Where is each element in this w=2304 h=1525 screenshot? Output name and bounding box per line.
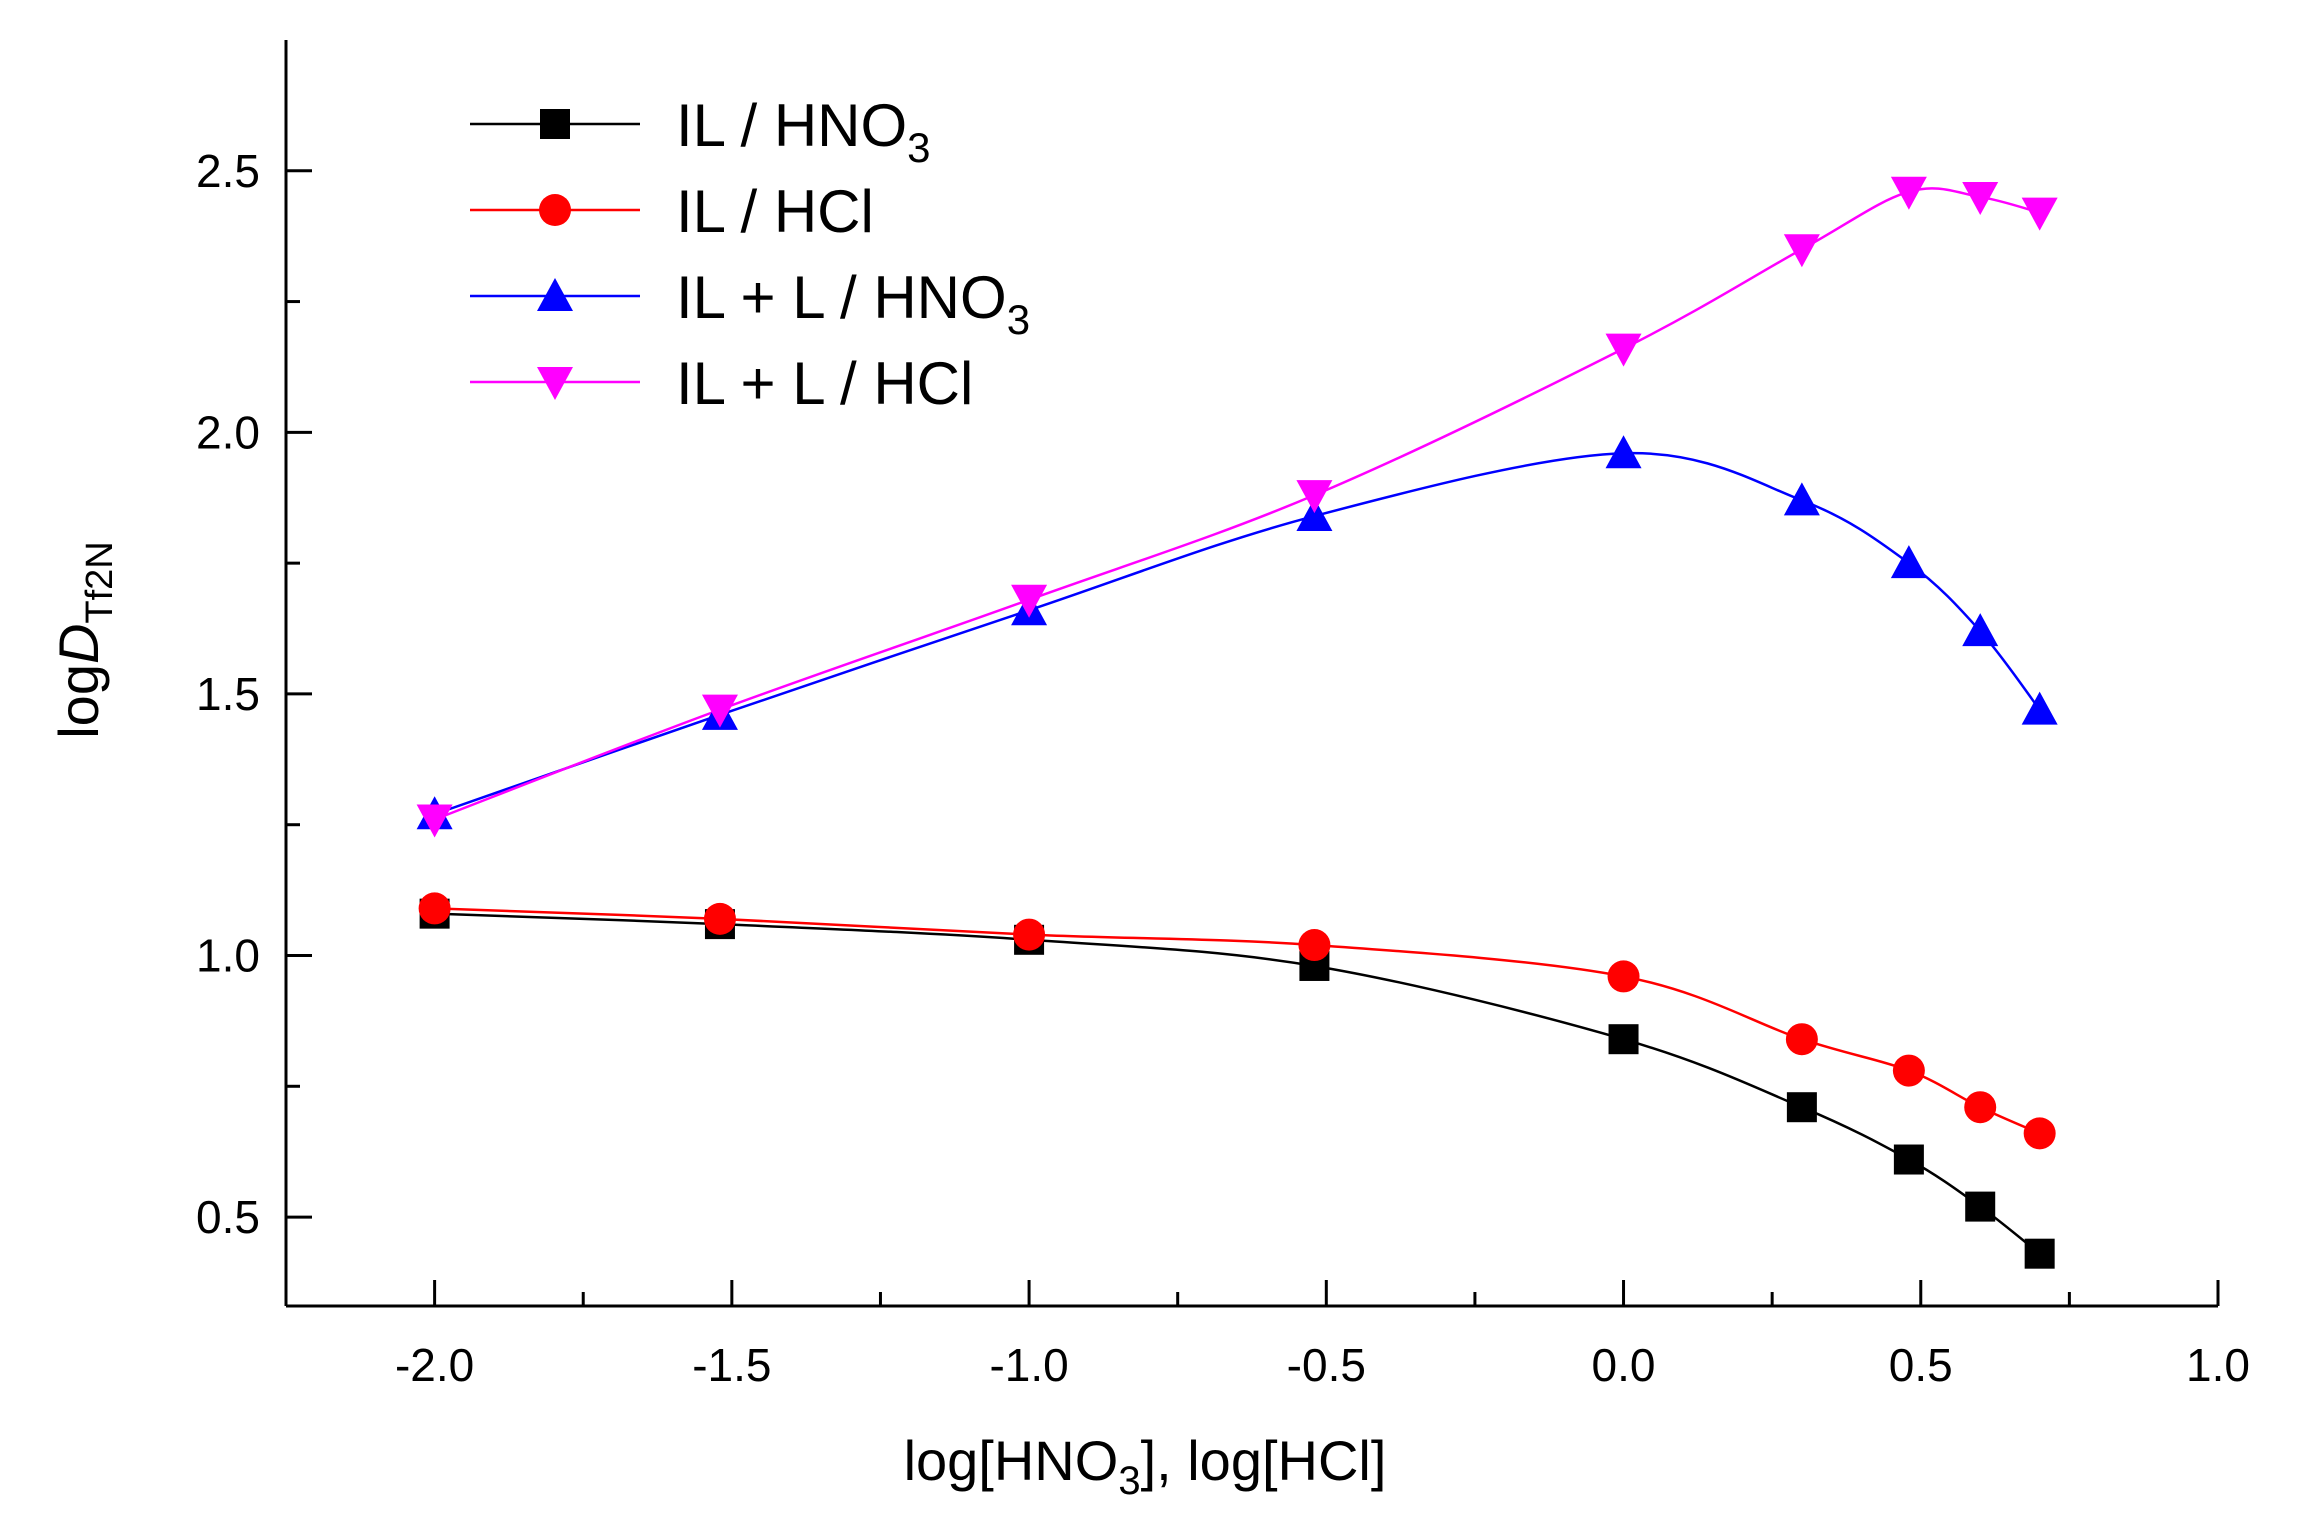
series-4-point [416,804,453,838]
legend-marker-4 [537,367,573,400]
legend-label-1: IL / HNO3 [676,92,931,171]
axes: -2.0 -1.5 -1.0 -0.5 0.0 0.5 1.0 0.5 1.0 1.5 2.0 2.5 [196,40,2250,1391]
series-2-point [1013,918,1046,951]
x-tick-label: -1.5 [692,1339,771,1391]
x-tick-label: -0.5 [1287,1339,1366,1391]
series-2-point [1607,960,1640,993]
series-4-point [2021,197,2058,231]
series-1-point [1786,1092,1817,1123]
y-tick-label: 0.5 [196,1191,260,1243]
x-tick-label: 0.0 [1592,1339,1656,1391]
series-4-point [1011,584,1048,618]
y-tick-label: 2.5 [196,145,260,197]
series-3-point [2021,691,2058,725]
x-tick-label: -1.0 [989,1339,1068,1391]
x-axis-title: log[HNO3], log[HCl] [904,1429,1387,1503]
series-2-point [1964,1091,1997,1124]
series-2-point [2023,1117,2056,1150]
series-3-point [1962,613,1999,647]
series-3-point [1783,482,1820,516]
y-tick-label: 2.0 [196,406,260,458]
series-2-point [418,892,451,925]
series-3-point [1605,435,1642,469]
series-4-point [1890,176,1927,210]
series-1-point [2024,1238,2055,1269]
y-tick-label: 1.0 [196,929,260,981]
legend-label-4: IL + L / HCl [676,350,973,417]
legend-marker-2 [539,194,571,226]
legend-marker-1 [540,109,570,139]
series-3-point [1296,498,1333,532]
series-4-point [1605,333,1642,367]
series-1-point [1965,1191,1996,1222]
legend: IL / HNO3 IL / HCl IL + L / HNO3 IL + L / H… [470,92,1030,417]
series-2-point [1785,1023,1818,1056]
series-2-point [703,902,736,935]
y-axis-title: logDTf2N [47,541,121,739]
legend-label-3: IL + L / HNO3 [676,264,1030,343]
x-tick-label: 1.0 [2186,1339,2250,1391]
series-markers [416,176,2058,1269]
series-1-point [1608,1024,1639,1055]
legend-marker-3 [537,278,573,311]
x-tick-label: 0.5 [1889,1339,1953,1391]
y-tick-label: 1.5 [196,668,260,720]
series-line-1 [434,912,2041,1255]
x-tick-label: -2.0 [395,1339,474,1391]
series-4-point [1962,181,1999,215]
series-1-point [1893,1144,1924,1175]
series-2-point [1892,1054,1925,1087]
series-4-point [701,694,738,728]
series-4-point [1783,234,1820,268]
series-4-point [1296,480,1333,514]
series-2-point [1298,929,1331,962]
legend-label-2: IL / HCl [676,178,874,245]
series-3-point [1890,545,1927,579]
